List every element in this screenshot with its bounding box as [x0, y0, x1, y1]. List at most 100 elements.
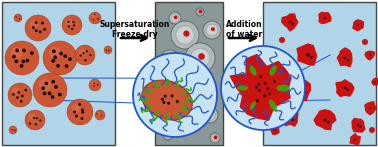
Circle shape: [268, 92, 271, 95]
Circle shape: [255, 86, 258, 89]
Polygon shape: [336, 80, 354, 96]
Circle shape: [212, 135, 218, 141]
Circle shape: [67, 21, 70, 23]
Circle shape: [97, 84, 98, 86]
Polygon shape: [372, 78, 378, 85]
Polygon shape: [350, 134, 360, 145]
Circle shape: [39, 30, 42, 33]
Circle shape: [291, 119, 294, 121]
Circle shape: [51, 95, 54, 99]
Circle shape: [14, 59, 18, 63]
Circle shape: [369, 54, 371, 56]
Circle shape: [67, 99, 93, 125]
Circle shape: [41, 22, 44, 25]
Circle shape: [33, 117, 35, 119]
Circle shape: [21, 95, 24, 97]
Circle shape: [200, 83, 214, 96]
Polygon shape: [365, 51, 375, 60]
Circle shape: [374, 81, 376, 83]
Circle shape: [91, 81, 95, 85]
Circle shape: [15, 16, 17, 18]
Circle shape: [86, 50, 88, 52]
Circle shape: [39, 119, 42, 122]
Circle shape: [327, 121, 330, 123]
Polygon shape: [282, 14, 298, 31]
Circle shape: [29, 20, 39, 29]
Circle shape: [58, 93, 62, 96]
Circle shape: [272, 105, 278, 111]
Circle shape: [209, 112, 213, 116]
Circle shape: [93, 83, 95, 84]
Circle shape: [22, 49, 26, 52]
Circle shape: [96, 113, 98, 114]
Circle shape: [198, 10, 202, 14]
Circle shape: [196, 8, 204, 16]
Polygon shape: [263, 90, 276, 101]
Circle shape: [185, 43, 215, 73]
Circle shape: [157, 70, 193, 106]
Ellipse shape: [277, 85, 290, 91]
Circle shape: [289, 21, 291, 23]
Ellipse shape: [250, 101, 256, 110]
Circle shape: [73, 24, 75, 27]
Circle shape: [15, 15, 18, 18]
Circle shape: [75, 45, 95, 65]
Circle shape: [30, 51, 34, 55]
Circle shape: [273, 80, 276, 83]
Circle shape: [59, 52, 63, 55]
Polygon shape: [319, 12, 331, 24]
Circle shape: [165, 132, 171, 138]
Circle shape: [19, 18, 20, 20]
Circle shape: [12, 93, 15, 96]
Circle shape: [14, 14, 22, 22]
Circle shape: [12, 87, 20, 96]
Circle shape: [49, 47, 61, 59]
Circle shape: [178, 113, 184, 120]
Circle shape: [11, 47, 23, 59]
Circle shape: [357, 24, 359, 26]
Circle shape: [68, 25, 70, 27]
Circle shape: [81, 111, 84, 114]
Circle shape: [43, 92, 46, 95]
Circle shape: [214, 136, 217, 140]
Circle shape: [163, 130, 173, 140]
Circle shape: [206, 87, 210, 91]
FancyBboxPatch shape: [2, 2, 115, 145]
Circle shape: [344, 87, 346, 89]
Circle shape: [310, 56, 313, 59]
Polygon shape: [286, 79, 310, 101]
Circle shape: [81, 108, 84, 111]
Text: Supersaturation
Freeze dry: Supersaturation Freeze dry: [100, 20, 170, 39]
Circle shape: [197, 9, 203, 15]
Circle shape: [289, 117, 291, 119]
Ellipse shape: [237, 85, 248, 91]
Circle shape: [166, 104, 194, 132]
Circle shape: [347, 89, 349, 91]
Polygon shape: [275, 60, 285, 70]
Circle shape: [72, 21, 74, 23]
Polygon shape: [230, 55, 291, 120]
Circle shape: [306, 53, 310, 57]
Circle shape: [54, 85, 58, 89]
Circle shape: [170, 95, 174, 97]
Circle shape: [291, 23, 294, 25]
Circle shape: [279, 37, 285, 43]
Circle shape: [263, 94, 266, 97]
Circle shape: [205, 110, 215, 120]
Circle shape: [344, 57, 346, 59]
Circle shape: [65, 19, 73, 25]
Circle shape: [52, 50, 56, 53]
Circle shape: [53, 55, 57, 59]
Circle shape: [91, 14, 95, 18]
Circle shape: [12, 55, 16, 59]
Circle shape: [169, 57, 173, 61]
Circle shape: [41, 86, 45, 90]
Circle shape: [347, 59, 349, 61]
Circle shape: [166, 132, 170, 137]
Circle shape: [17, 91, 20, 94]
Circle shape: [183, 31, 189, 37]
Ellipse shape: [269, 100, 277, 111]
Circle shape: [89, 79, 101, 91]
Circle shape: [105, 47, 108, 50]
Polygon shape: [337, 48, 352, 67]
